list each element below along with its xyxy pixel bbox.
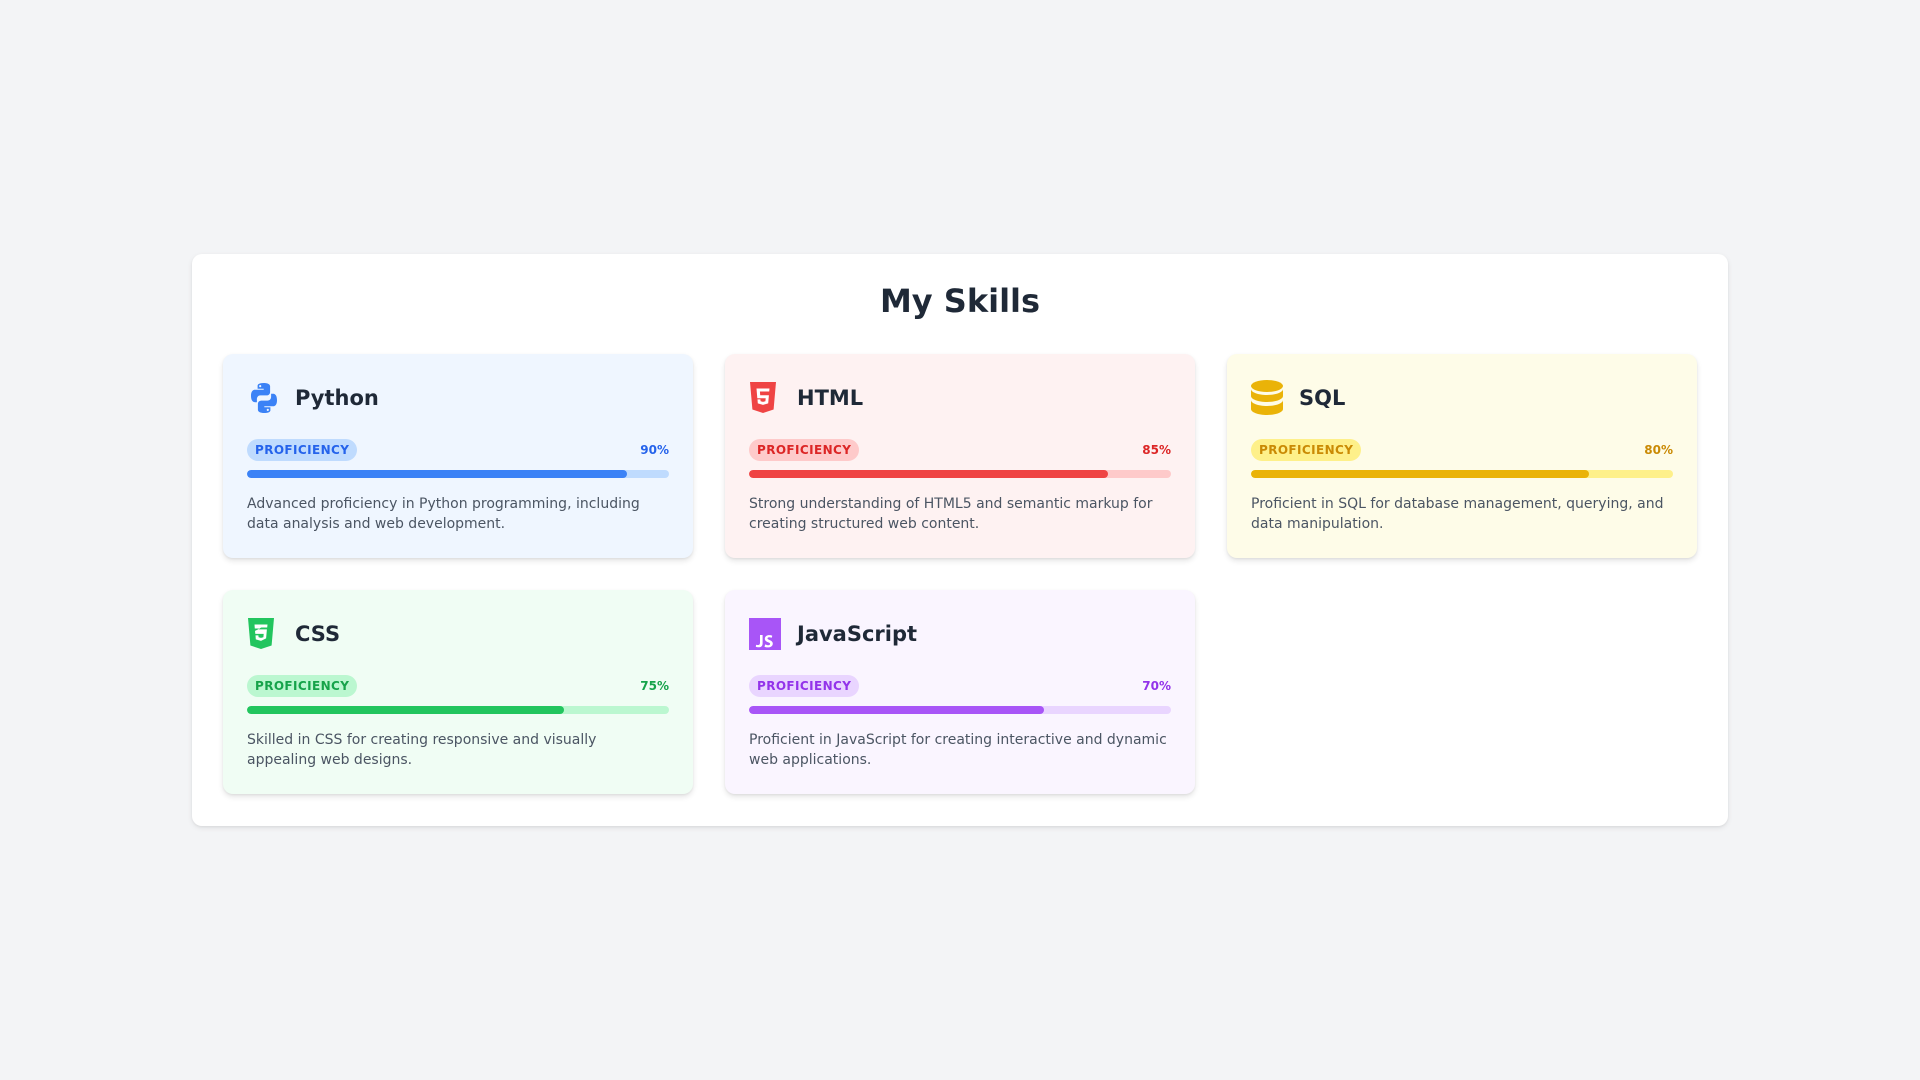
skill-description: Strong understanding of HTML5 and semant… xyxy=(749,496,1153,532)
skill-card-header: JavaScript xyxy=(749,616,917,652)
proficiency-row: PROFICIENCY 85% xyxy=(749,438,1171,462)
proficiency-badge: PROFICIENCY xyxy=(749,439,860,461)
skill-card-header: Python xyxy=(247,380,379,416)
skill-name: SQL xyxy=(1299,386,1346,410)
python-icon xyxy=(247,380,281,416)
proficiency-bar xyxy=(247,470,669,478)
proficiency-bar xyxy=(1251,470,1673,478)
proficiency-row: PROFICIENCY 75% xyxy=(247,674,669,698)
proficiency-bar xyxy=(749,470,1171,478)
proficiency-bar xyxy=(247,706,669,714)
proficiency-badge: PROFICIENCY xyxy=(749,675,860,697)
proficiency-percent: 90% xyxy=(640,443,669,457)
proficiency-percent: 80% xyxy=(1644,443,1673,457)
skill-card-css: CSS PROFICIENCY 75% Skilled in CSS for c… xyxy=(223,590,693,794)
proficiency-bar xyxy=(749,706,1171,714)
skill-description: Proficient in JavaScript for creating in… xyxy=(749,732,1167,768)
page-title: My Skills xyxy=(879,282,1041,320)
proficiency-percent: 75% xyxy=(640,679,669,693)
skill-name: Python xyxy=(295,386,379,410)
skill-name: JavaScript xyxy=(797,622,918,646)
skill-card-header: HTML xyxy=(749,380,863,416)
skill-description: Skilled in CSS for creating responsive a… xyxy=(247,732,597,768)
proficiency-row: PROFICIENCY 90% xyxy=(247,438,669,462)
skill-card-header: SQL xyxy=(1251,380,1345,416)
skill-description: Advanced proficiency in Python programmi… xyxy=(247,496,640,532)
skill-name: CSS xyxy=(295,622,341,646)
proficiency-row: PROFICIENCY 80% xyxy=(1251,438,1673,462)
proficiency-bar-fill xyxy=(247,470,627,478)
proficiency-bar-fill xyxy=(1251,470,1589,478)
skill-card-sql: SQL PROFICIENCY 80% Proficient in SQL fo… xyxy=(1227,354,1697,558)
proficiency-badge: PROFICIENCY xyxy=(1251,439,1362,461)
proficiency-percent: 70% xyxy=(1142,679,1171,693)
proficiency-bar-fill xyxy=(749,706,1045,714)
skill-card-javascript: JavaScript PROFICIENCY 70% Proficient in… xyxy=(725,590,1195,794)
proficiency-badge: PROFICIENCY xyxy=(247,439,358,461)
proficiency-row: PROFICIENCY 70% xyxy=(749,674,1171,698)
javascript-icon xyxy=(749,616,783,652)
skill-card-header: CSS xyxy=(247,616,340,652)
html5-icon xyxy=(749,380,783,416)
skill-card-html: HTML PROFICIENCY 85% Strong understandin… xyxy=(725,354,1195,558)
skill-name: HTML xyxy=(797,386,864,410)
proficiency-percent: 85% xyxy=(1142,443,1171,457)
skill-card-python: Python PROFICIENCY 90% Advanced proficie… xyxy=(223,354,693,558)
proficiency-badge: PROFICIENCY xyxy=(247,675,358,697)
css3-icon xyxy=(247,616,281,652)
database-icon xyxy=(1251,380,1285,416)
skill-description: Proficient in SQL for database managemen… xyxy=(1251,496,1664,532)
proficiency-bar-fill xyxy=(749,470,1108,478)
proficiency-bar-fill xyxy=(247,706,564,714)
skills-panel: My Skills Python PROFICIENCY 90% Advance… xyxy=(192,254,1728,826)
